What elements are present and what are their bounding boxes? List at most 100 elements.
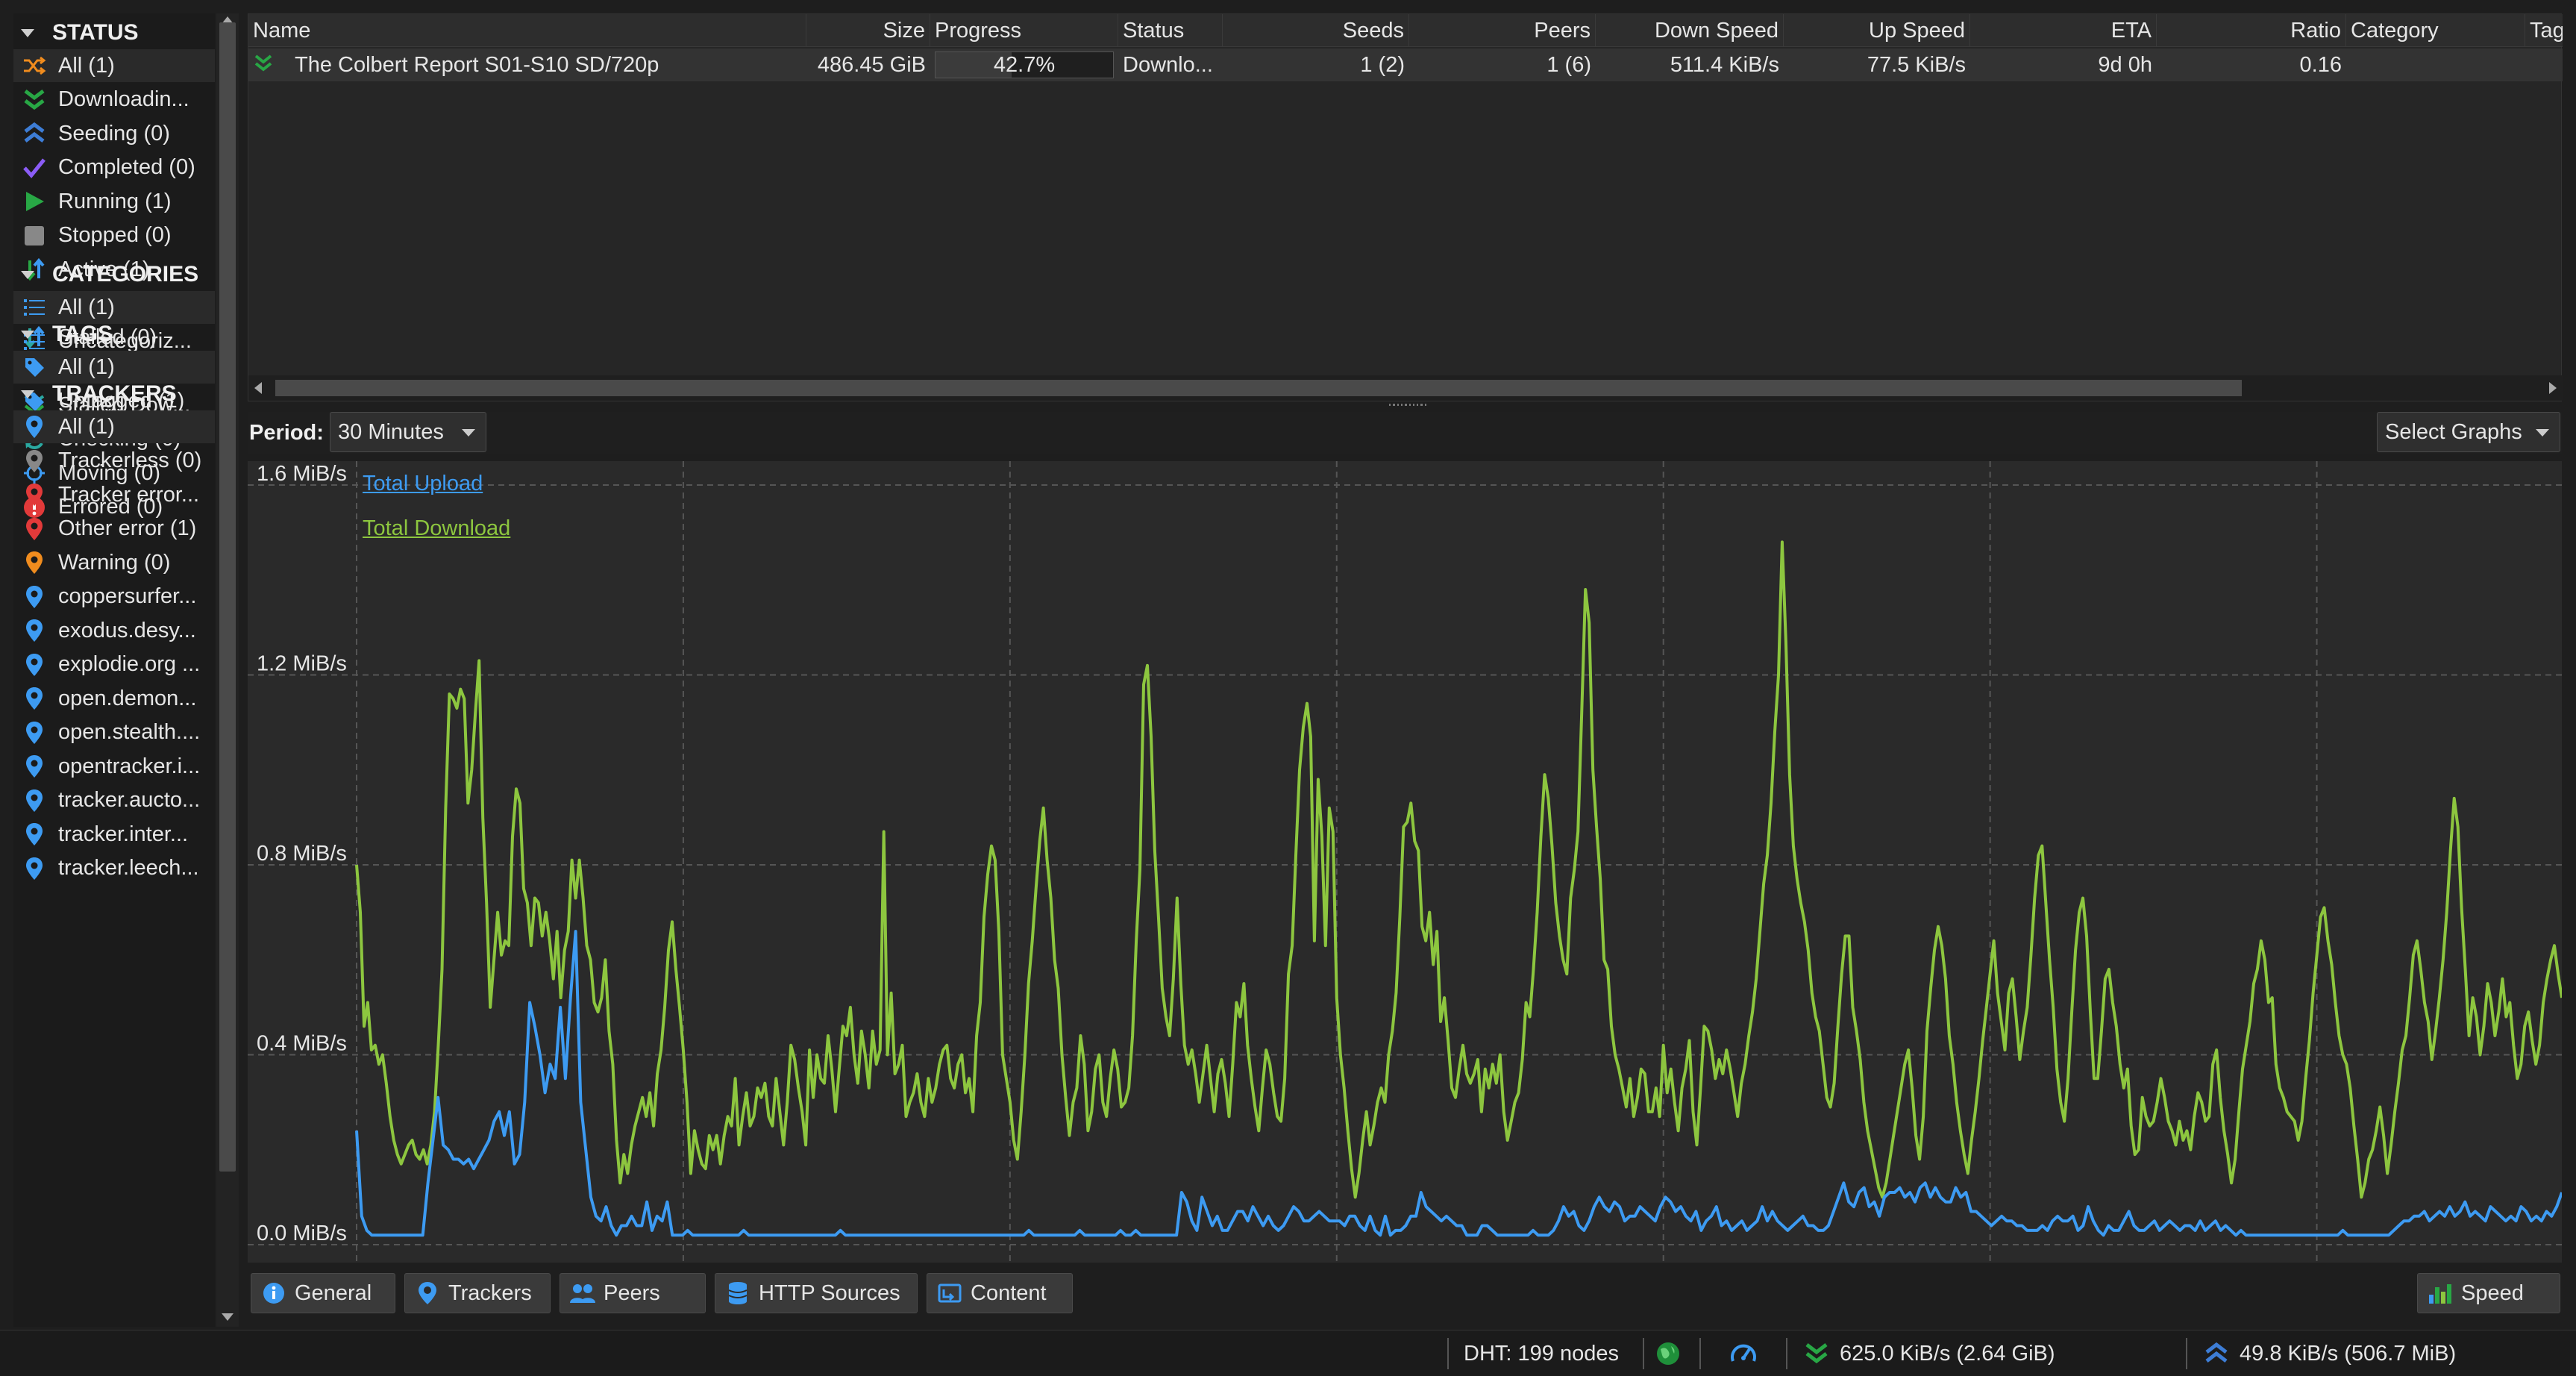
sidebar-item-trackers-7[interactable]: explodie.org ...: [13, 648, 215, 681]
legend-total-upload[interactable]: Total Upload: [363, 472, 483, 495]
progress-fill: [936, 52, 1012, 78]
period-select[interactable]: 30 Minutes: [330, 412, 486, 452]
sidebar-item-status-3[interactable]: Completed (0): [13, 151, 215, 184]
sidebar-item-status-0[interactable]: All (1): [13, 49, 215, 82]
sidebar-item-trackers-9[interactable]: open.stealth....: [13, 716, 215, 749]
collapse-triangle-icon[interactable]: [21, 270, 34, 279]
column-header-tags[interactable]: Tag: [2530, 19, 2563, 43]
sidebar-item-label: coppersurfer...: [58, 584, 197, 608]
sidebar-item-label: Running (1): [58, 189, 172, 213]
sidebar-item-trackers-11[interactable]: tracker.aucto...: [13, 784, 215, 817]
sidebar-item-label: Active (1): [58, 257, 150, 281]
tab-peers[interactable]: Peers: [560, 1273, 706, 1313]
sidebar-scrollbar[interactable]: [216, 13, 239, 1327]
status-section-header[interactable]: STATUS: [13, 18, 215, 48]
info-icon: [260, 1280, 287, 1307]
sidebar-item-trackers-12[interactable]: tracker.inter...: [13, 818, 215, 851]
sidebar-item-label: Warning (0): [58, 550, 171, 575]
column-header-category[interactable]: Category: [2346, 14, 2525, 47]
upload-chevrons-icon: [21, 120, 48, 147]
speed-toolbar: Period: 30 Minutes Select Graphs: [248, 412, 2562, 454]
column-header-size[interactable]: Size: [806, 14, 930, 47]
column-header-ratio[interactable]: Ratio: [2157, 14, 2346, 47]
sidebar-item-status-8[interactable]: Stalled (0): [13, 321, 215, 354]
map-pin-icon: [21, 584, 48, 610]
column-header-peers[interactable]: Peers: [1409, 14, 1596, 47]
sidebar-item-trackers-4[interactable]: Warning (0): [13, 546, 215, 579]
sidebar-item-label: Other error (1): [58, 516, 197, 540]
sidebar-item-status-4[interactable]: Running (1): [13, 185, 215, 218]
sidebar-item-label: All (1): [58, 53, 115, 78]
sidebar-item-status-2[interactable]: Seeding (0): [13, 117, 215, 150]
sidebar-item-trackers-1[interactable]: Trackerless (0): [13, 445, 215, 478]
bar-chart-icon: [2427, 1280, 2454, 1307]
speed-tab-button[interactable]: Speed: [2417, 1273, 2560, 1313]
sidebar-item-label: opentracker.i...: [58, 754, 201, 778]
upload-speed-total: 49.8 KiB/s (506.7 MiB): [2240, 1342, 2457, 1366]
download-status-icon: [248, 49, 278, 81]
panel-splitter[interactable]: [1389, 404, 1426, 410]
sidebar-item-trackers-6[interactable]: exodus.desy...: [13, 614, 215, 647]
sidebar-item-trackers-0[interactable]: All (1): [13, 410, 215, 443]
sidebar-item-trackers-10[interactable]: opentracker.i...: [13, 750, 215, 783]
sidebar-item-trackers-5[interactable]: coppersurfer...: [13, 581, 215, 613]
categories-section-header[interactable]: CATEGORIES: [13, 260, 215, 290]
column-header-status[interactable]: Status: [1118, 14, 1223, 47]
sidebar-item-status-13[interactable]: Errored (0): [13, 491, 215, 524]
sidebar-item-label: All (1): [58, 354, 115, 379]
speedometer-icon[interactable]: [1729, 1338, 1758, 1369]
column-header-name[interactable]: Name: [248, 14, 806, 47]
sidebar-item-label: Seeding (0): [58, 121, 170, 146]
scroll-right-arrow[interactable]: [2549, 382, 2557, 394]
table-row[interactable]: The Colbert Report S01-S10 SD/720p 486.4…: [248, 49, 2563, 81]
tab-general[interactable]: General: [251, 1273, 395, 1313]
tab-content[interactable]: Content: [927, 1273, 1073, 1313]
collapse-triangle-icon[interactable]: [21, 28, 34, 37]
tab-trackers[interactable]: Trackers: [404, 1273, 551, 1313]
map-pin-icon: [21, 719, 48, 746]
column-header-progress[interactable]: Progress: [930, 14, 1118, 47]
column-header-eta[interactable]: ETA: [1970, 14, 2157, 47]
trackers-section-header[interactable]: TRACKERS: [13, 379, 215, 409]
sidebar-item-status-5[interactable]: Stopped (0): [13, 219, 215, 252]
collapse-triangle-icon[interactable]: [21, 390, 34, 398]
chevron-down-icon: [2536, 429, 2549, 437]
sidebar-item-label: exodus.desy...: [58, 618, 196, 642]
tags-section-header[interactable]: TAGS: [13, 319, 215, 349]
map-pin-icon: [21, 516, 48, 542]
scroll-down-arrow[interactable]: [222, 1313, 234, 1321]
collapse-triangle-icon[interactable]: [21, 330, 34, 339]
sidebar-item-label: Moving (0): [58, 460, 160, 485]
scroll-left-arrow[interactable]: [254, 382, 262, 394]
scrollbar-thumb[interactable]: [219, 22, 236, 1172]
map-pin-icon: [21, 753, 48, 780]
horizontal-scrollbar[interactable]: [248, 375, 2563, 401]
select-graphs-dropdown[interactable]: Select Graphs: [2377, 412, 2560, 452]
tab-http-sources[interactable]: HTTP Sources: [715, 1273, 918, 1313]
sidebar-item-trackers-3[interactable]: Other error (1): [13, 513, 215, 545]
sidebar-item-trackers-2[interactable]: Tracker error...: [13, 478, 215, 511]
speed-graph: 1.6 MiB/s 1.2 MiB/s 0.8 MiB/s 0.4 MiB/s 0.0 …: [248, 461, 2562, 1263]
sidebar-item-status-6[interactable]: Active (1): [13, 253, 215, 286]
sidebar-item-label: tracker.leech...: [58, 856, 199, 880]
column-header-down-speed[interactable]: Down Speed: [1596, 14, 1784, 47]
scroll-up-arrow[interactable]: [222, 16, 234, 24]
sidebar-item-categories-0[interactable]: All (1): [13, 291, 215, 324]
sidebar-item-status-1[interactable]: Downloadin...: [13, 84, 215, 116]
sidebar-item-label: explodie.org ...: [58, 652, 201, 676]
sidebar-item-trackers-13[interactable]: tracker.leech...: [13, 852, 215, 885]
legend-total-download[interactable]: Total Download: [363, 516, 511, 540]
section-title: STATUS: [52, 20, 139, 45]
column-header-seeds[interactable]: Seeds: [1223, 14, 1409, 47]
column-header-up-speed[interactable]: Up Speed: [1784, 14, 1970, 47]
sidebar-item-label: All (1): [58, 414, 115, 439]
scrollbar-thumb[interactable]: [275, 380, 2242, 396]
torrent-category: [2346, 49, 2525, 81]
sidebar-item-trackers-8[interactable]: open.demon...: [13, 682, 215, 715]
map-pin-icon: [21, 549, 48, 576]
torrent-size: 486.45 GiB: [817, 53, 926, 77]
checkmark-icon: [21, 154, 48, 181]
globe-icon[interactable]: [1655, 1338, 1682, 1369]
sidebar-item-tags-0[interactable]: All (1): [13, 351, 215, 384]
sidebar-item-categories-1[interactable]: Uncategoriz...: [13, 325, 215, 358]
